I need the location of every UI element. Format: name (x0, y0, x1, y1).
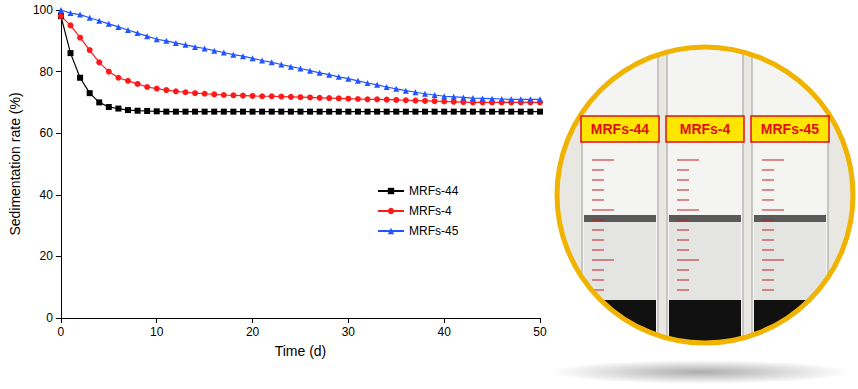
svg-text:50: 50 (533, 325, 547, 339)
svg-text:10: 10 (150, 325, 164, 339)
svg-text:MRFs-45: MRFs-45 (761, 121, 820, 137)
svg-text:60: 60 (40, 126, 54, 140)
svg-text:100: 100 (33, 3, 53, 17)
svg-text:20: 20 (40, 249, 54, 263)
svg-text:MRFs-45: MRFs-45 (409, 224, 459, 238)
svg-text:40: 40 (40, 188, 54, 202)
svg-text:Sedimentation rate (%): Sedimentation rate (%) (7, 92, 23, 235)
svg-text:30: 30 (342, 325, 356, 339)
svg-text:80: 80 (40, 65, 54, 79)
svg-text:20: 20 (246, 325, 260, 339)
svg-text:MRFs-44: MRFs-44 (409, 184, 459, 198)
svg-text:MRFs-4: MRFs-4 (680, 121, 731, 137)
svg-text:MRFs-44: MRFs-44 (591, 121, 650, 137)
svg-text:MRFs-4: MRFs-4 (409, 204, 452, 218)
svg-text:Time (d): Time (d) (275, 343, 327, 359)
svg-text:0: 0 (58, 325, 65, 339)
svg-text:0: 0 (46, 311, 53, 325)
svg-text:40: 40 (438, 325, 452, 339)
